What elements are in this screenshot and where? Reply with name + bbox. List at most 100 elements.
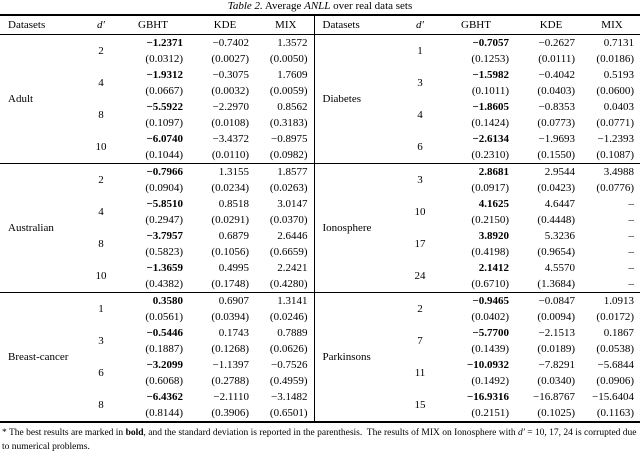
mix-std-dev: (0.4280): [269, 278, 308, 290]
mix-std-dev: –: [628, 214, 635, 226]
mix-value: −15.6404: [592, 391, 634, 403]
dprime-value: 2: [88, 163, 114, 196]
dataset-name: Diabetes: [313, 34, 406, 164]
kde-cell: −0.7402 (0.0027): [192, 35, 258, 68]
kde-std-dev: (0.0110): [211, 149, 249, 161]
kde-value: −0.7402: [212, 37, 249, 49]
dprime-value: 17: [414, 238, 426, 250]
dprime-value: 2: [406, 292, 434, 325]
kde-value: −2.2970: [212, 101, 249, 113]
kde-value: 4.5570: [544, 262, 575, 274]
gbht-value: −6.4362: [146, 391, 183, 403]
gbht-cell: −0.7057 (0.1253): [434, 35, 518, 68]
mix-cell: – –: [584, 228, 640, 260]
gbht-cell: −2.6134 (0.2310): [434, 131, 518, 164]
kde-std-dev: (0.0394): [211, 311, 249, 323]
gbht-value: −1.9312: [146, 69, 183, 81]
gbht-std-dev: (0.0917): [471, 182, 509, 194]
header-gbht-left: GBHT: [114, 15, 192, 35]
mix-std-dev: (0.6501): [269, 407, 308, 419]
gbht-value: 0.3580: [152, 295, 183, 307]
mix-std-dev: (0.1163): [596, 407, 634, 419]
mix-cell: 0.7889 (0.0626): [258, 325, 314, 357]
gbht-value: 4.1625: [478, 198, 509, 210]
gbht-std-dev: (0.4382): [145, 278, 183, 290]
gbht-value: −5.7700: [472, 327, 509, 339]
footnote-dprime: d′: [518, 428, 525, 438]
mix-std-dev: (0.0263): [269, 182, 308, 194]
kde-value: −16.8767: [533, 391, 575, 403]
gbht-std-dev: (0.1097): [145, 117, 183, 129]
mix-value: 3.4988: [603, 166, 634, 178]
kde-cell: −1.1397 (0.2788): [192, 357, 258, 389]
dprime-value: 4: [417, 109, 423, 121]
header-dprime-left: d′: [88, 15, 114, 35]
mix-std-dev: (0.0906): [596, 375, 634, 387]
kde-std-dev: (0.1748): [211, 278, 249, 290]
mix-value: 0.7131: [603, 37, 634, 49]
kde-cell: −0.0847 (0.0094): [518, 292, 584, 325]
gbht-std-dev: (0.2150): [471, 214, 509, 226]
kde-value: −2.1110: [213, 391, 249, 403]
kde-value: 0.6907: [218, 295, 249, 307]
dprime-value: 3: [98, 335, 104, 347]
dprime-value: 8: [98, 109, 104, 121]
mix-value: 0.7889: [277, 327, 308, 339]
mix-std-dev: (0.0600): [596, 85, 634, 97]
gbht-cell: −1.2371 (0.0312): [114, 35, 192, 68]
gbht-cell: −1.8605 (0.1424): [434, 99, 518, 131]
gbht-std-dev: (0.6710): [471, 278, 509, 290]
dprime-value: 24: [414, 270, 426, 282]
gbht-cell: −5.8510 (0.2947): [114, 196, 192, 228]
gbht-value: −5.5922: [146, 101, 183, 113]
kde-value: 0.1743: [218, 327, 249, 339]
gbht-cell: −3.2099 (0.6068): [114, 357, 192, 389]
dprime-value: 8: [98, 399, 104, 411]
mix-std-dev: (0.0771): [596, 117, 634, 129]
dataset-name: Parkinsons: [313, 292, 406, 422]
kde-cell: −3.4372 (0.0110): [192, 131, 258, 164]
mix-std-dev: (0.4959): [269, 375, 308, 387]
gbht-value: −3.7957: [146, 230, 183, 242]
gbht-std-dev: (0.0312): [145, 53, 183, 65]
kde-value: 0.8518: [218, 198, 249, 210]
mix-std-dev: (0.0186): [596, 53, 634, 65]
kde-value: 0.6879: [218, 230, 249, 242]
gbht-cell: −0.5446 (0.1887): [114, 325, 192, 357]
kde-cell: 5.3236 (0.9654): [518, 228, 584, 260]
mix-value: −3.1482: [271, 391, 308, 403]
mix-std-dev: (0.3183): [269, 117, 308, 129]
kde-cell: −2.1513 (0.0189): [518, 325, 584, 357]
kde-value: −0.0847: [538, 295, 575, 307]
header-mix-right: MIX: [584, 15, 640, 35]
kde-value: 1.3155: [218, 166, 249, 178]
kde-value: −2.1513: [538, 327, 575, 339]
mix-cell: −15.6404 (0.1163): [584, 389, 640, 422]
mix-std-dev: –: [628, 246, 635, 258]
gbht-cell: 0.3580 (0.0561): [114, 292, 192, 325]
kde-std-dev: (0.0189): [537, 343, 575, 355]
gbht-std-dev: (0.4198): [471, 246, 509, 258]
gbht-cell: 4.1625 (0.2150): [434, 196, 518, 228]
mix-cell: – –: [584, 196, 640, 228]
gbht-value: 3.8920: [478, 230, 509, 242]
mix-value: 1.3572: [277, 37, 308, 49]
mix-std-dev: (0.0050): [269, 53, 308, 65]
header-kde-right: KDE: [518, 15, 584, 35]
kde-cell: 0.4995 (0.1748): [192, 260, 258, 293]
mix-std-dev: (0.0982): [269, 149, 308, 161]
kde-std-dev: (0.3906): [211, 407, 249, 419]
kde-cell: 4.6447 (0.4448): [518, 196, 584, 228]
gbht-cell: −10.0932 (0.1492): [434, 357, 518, 389]
mix-cell: 2.2421 (0.4280): [258, 260, 314, 293]
gbht-cell: 2.1412 (0.6710): [434, 260, 518, 293]
kde-std-dev: (0.2788): [211, 375, 249, 387]
footnote-text-1: * The best results are marked in: [2, 428, 126, 438]
table-row: 3 −0.5446 (0.1887) 0.1743 (0.1268) 0.7889 (0.0…: [0, 325, 640, 357]
gbht-value: −1.5982: [472, 69, 509, 81]
table-caption-label: Table 2.: [227, 0, 263, 12]
kde-std-dev: (0.0340): [537, 375, 575, 387]
gbht-value: −1.2371: [146, 37, 183, 49]
dprime-value: 4: [98, 77, 104, 89]
kde-value: −1.9693: [538, 133, 575, 145]
